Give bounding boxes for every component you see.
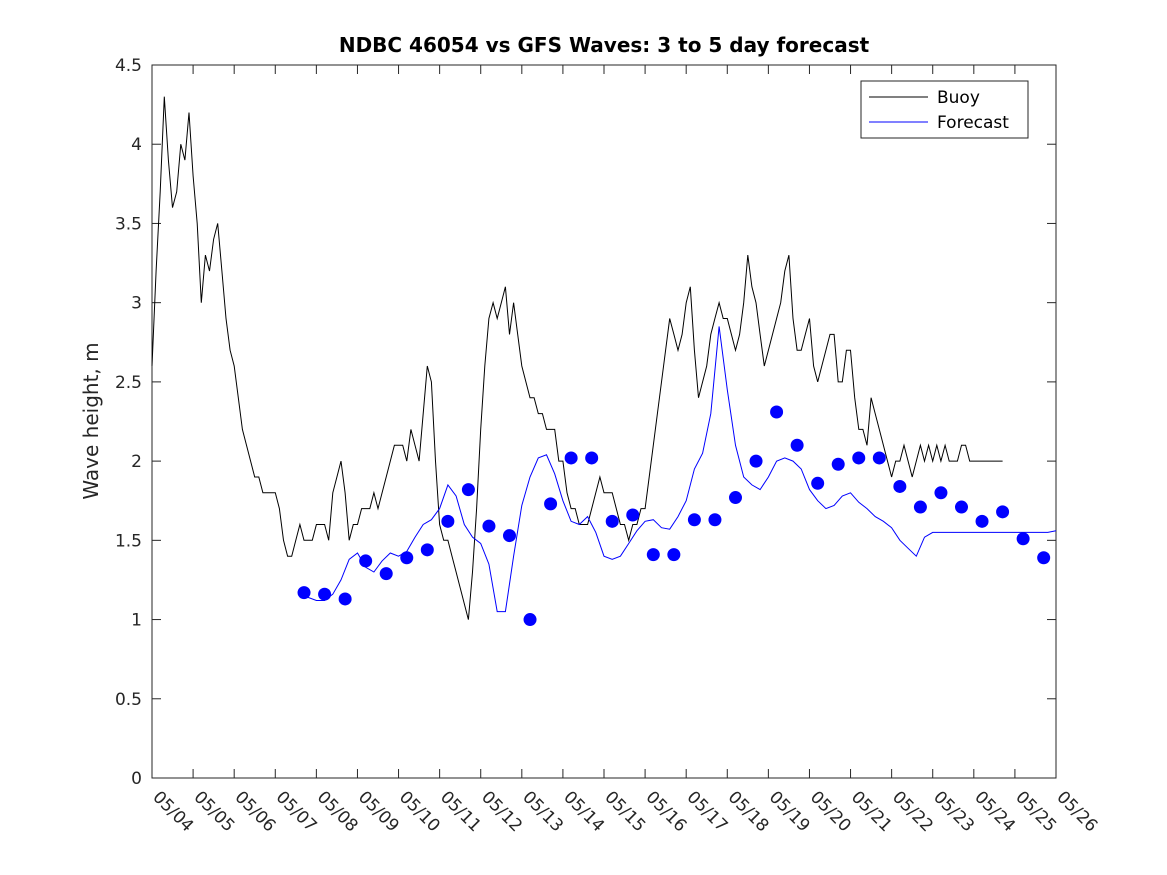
forecast-marker xyxy=(379,567,393,581)
legend-buoy-label: Buoy xyxy=(937,88,980,108)
forecast-marker xyxy=(605,514,619,528)
forecast-marker xyxy=(297,586,311,600)
forecast-marker xyxy=(318,587,332,601)
forecast-line xyxy=(299,326,1057,613)
forecast-marker xyxy=(544,497,558,511)
forecast-marker xyxy=(461,483,475,497)
y-tick-label: 2.5 xyxy=(115,373,142,393)
legend-forecast-label: Forecast xyxy=(937,113,1009,133)
forecast-marker xyxy=(482,519,496,533)
forecast-marker xyxy=(996,505,1010,519)
forecast-marker xyxy=(975,514,989,528)
chart-title: NDBC 46054 vs GFS Waves: 3 to 5 day fore… xyxy=(339,33,870,57)
forecast-marker xyxy=(1037,551,1051,565)
plot-area xyxy=(151,64,1057,779)
legend: Buoy Forecast xyxy=(860,80,1029,139)
forecast-marker xyxy=(954,500,968,514)
y-tick-label: 3.5 xyxy=(115,214,142,234)
forecast-marker xyxy=(831,457,845,471)
forecast-marker xyxy=(338,592,352,606)
forecast-marker xyxy=(893,479,907,493)
y-axis-label: Wave height, m xyxy=(79,342,103,499)
forecast-marker xyxy=(523,613,537,627)
y-tick-label: 3 xyxy=(131,294,142,314)
y-tick-label: 1.5 xyxy=(115,531,142,551)
forecast-marker xyxy=(790,438,804,452)
forecast-marker xyxy=(667,548,681,562)
series-layer xyxy=(151,96,1057,627)
forecast-marker xyxy=(728,491,742,505)
legend-box xyxy=(860,80,1029,139)
forecast-marker xyxy=(934,486,948,500)
forecast-marker xyxy=(564,451,578,465)
forecast-marker xyxy=(646,548,660,562)
forecast-marker xyxy=(708,513,722,527)
y-tick-label: 0 xyxy=(131,769,142,789)
forecast-marker xyxy=(872,451,886,465)
forecast-marker xyxy=(585,451,599,465)
buoy-line xyxy=(151,96,1003,620)
forecast-marker xyxy=(502,529,516,543)
forecast-marker xyxy=(420,543,434,557)
forecast-marker xyxy=(811,476,825,490)
forecast-marker xyxy=(770,405,784,419)
forecast-marker xyxy=(913,500,927,514)
y-tick-label: 2 xyxy=(131,452,142,472)
y-tick-label: 4.5 xyxy=(115,56,142,76)
forecast-marker xyxy=(1016,532,1030,546)
forecast-marker xyxy=(749,454,763,468)
y-tick-label: 4 xyxy=(131,135,142,155)
y-tick-label: 1 xyxy=(131,611,142,631)
y-tick-label: 0.5 xyxy=(115,690,142,710)
forecast-marker xyxy=(626,508,640,522)
forecast-marker xyxy=(359,554,373,568)
forecast-marker xyxy=(687,513,701,527)
forecast-marker xyxy=(852,451,866,465)
forecast-marker xyxy=(441,514,455,528)
forecast-marker xyxy=(400,551,414,565)
